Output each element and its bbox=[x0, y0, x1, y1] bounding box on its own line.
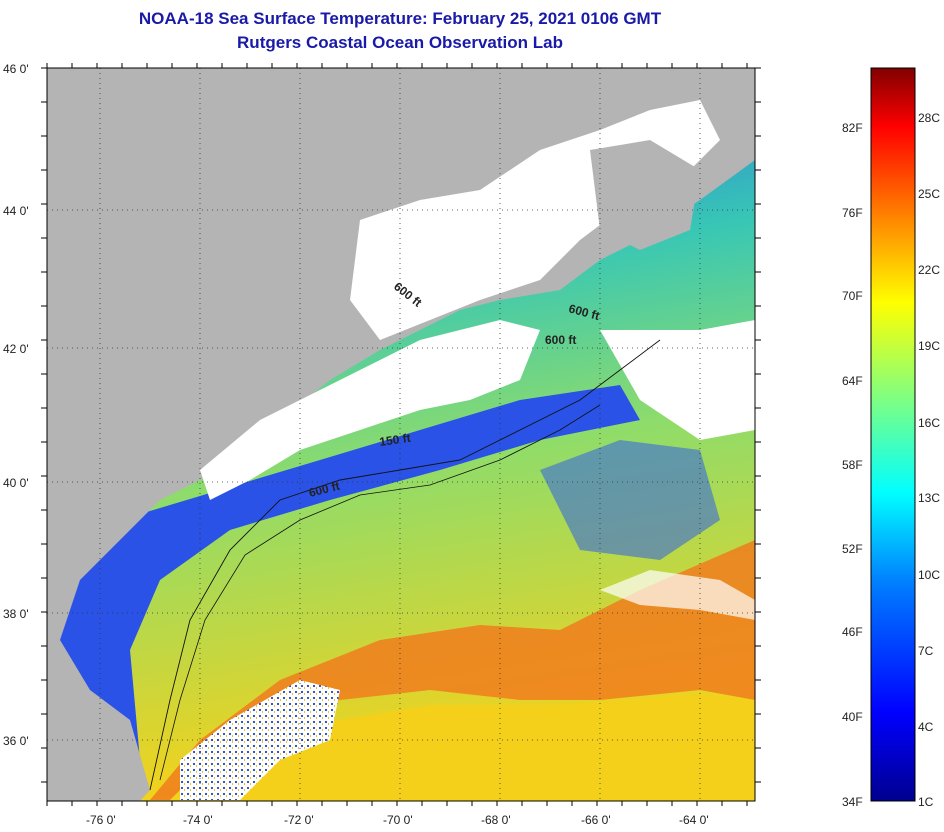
colorbar-f-label: 52F bbox=[842, 542, 863, 556]
gulf-stream-warm-band bbox=[150, 540, 755, 800]
colorbar-c-label: 22C bbox=[918, 263, 940, 277]
lon-label: -72 0' bbox=[284, 813, 314, 827]
colorbar-c-label: 19C bbox=[918, 339, 940, 353]
cloud-streak bbox=[600, 570, 755, 620]
colorbar-f-label: 82F bbox=[842, 121, 863, 135]
lon-label: -68 0' bbox=[481, 813, 511, 827]
colorbar-f-label: 64F bbox=[842, 374, 863, 388]
colorbar-f-label: 76F bbox=[842, 206, 863, 220]
lon-label: -64 0' bbox=[679, 813, 709, 827]
cool-eddy-region bbox=[540, 440, 720, 560]
axis-ticks bbox=[41, 63, 761, 806]
lat-label: 44 0' bbox=[3, 204, 29, 218]
lat-label: 36 0' bbox=[3, 734, 29, 748]
map-subtitle: Rutgers Coastal Ocean Observation Lab bbox=[237, 33, 563, 52]
temperature-colorbar bbox=[870, 67, 916, 802]
warm-water-region bbox=[200, 695, 755, 801]
colorbar-c-label: 10C bbox=[918, 568, 940, 582]
lon-label: -66 0' bbox=[581, 813, 611, 827]
land-mass bbox=[47, 68, 755, 801]
lon-label: -74 0' bbox=[183, 813, 213, 827]
colorbar-c-label: 7C bbox=[918, 644, 934, 658]
colorbar-c-label: 25C bbox=[918, 187, 940, 201]
lat-label: 46 0' bbox=[3, 62, 29, 76]
map-frame bbox=[46, 67, 756, 802]
contour-label: 150 ft bbox=[378, 431, 411, 449]
lat-label: 42 0' bbox=[3, 342, 29, 356]
colorbar-c-label: 4C bbox=[918, 720, 934, 734]
lat-label: 40 0' bbox=[3, 476, 29, 490]
colorbar-f-label: 46F bbox=[842, 625, 863, 639]
map-title: NOAA-18 Sea Surface Temperature: Februar… bbox=[138, 9, 662, 28]
colorbar-f-label: 34F bbox=[842, 795, 863, 809]
cloud-coastal bbox=[200, 320, 540, 500]
colorbar-c-label: 13C bbox=[918, 491, 940, 505]
colorbar-f-label: 40F bbox=[842, 710, 863, 724]
depth-contour-150ft bbox=[159, 404, 601, 781]
lat-lon-grid bbox=[47, 68, 755, 801]
colorbar-c-label: 1C bbox=[918, 795, 934, 809]
colorbar-c-label: 28C bbox=[918, 111, 940, 125]
contour-label: 600 ft bbox=[545, 333, 576, 347]
nova-scotia-land bbox=[590, 140, 700, 250]
colorbar-f-label: 70F bbox=[842, 289, 863, 303]
lon-label: -76 0' bbox=[86, 813, 116, 827]
lat-label: 38 0' bbox=[3, 607, 29, 621]
colorbar-c-label: 16C bbox=[918, 416, 940, 430]
cloud-speckle bbox=[180, 680, 340, 800]
colorbar-f-label: 58F bbox=[842, 458, 863, 472]
depth-contour-600ft bbox=[149, 339, 661, 791]
cloud-cover-east bbox=[600, 320, 755, 440]
lon-label: -70 0' bbox=[383, 813, 413, 827]
